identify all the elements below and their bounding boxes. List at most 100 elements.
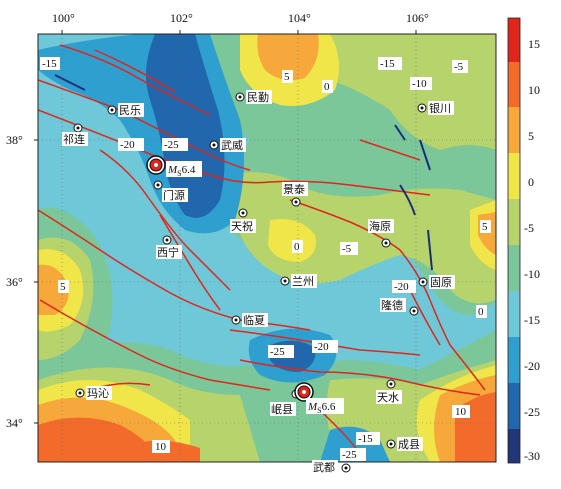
contour-label: -25 — [340, 448, 366, 461]
svg-text:临夏: 临夏 — [243, 313, 265, 327]
earthquake-marker: MS6.6 — [294, 382, 344, 415]
svg-text:天祝: 天祝 — [231, 219, 253, 233]
contour-label: -10 — [410, 77, 432, 90]
colorbar-tick: -10 — [524, 267, 540, 281]
city-marker: 民乐 — [107, 103, 144, 117]
field-deepblue-nw — [146, 34, 225, 218]
field-orange-w — [38, 264, 69, 315]
lon-tick-104: 104° — [288, 11, 311, 25]
svg-text:-5: -5 — [454, 61, 464, 73]
colorbar-tick: -15 — [524, 313, 540, 327]
contour-label: -20 — [118, 138, 144, 151]
svg-text:武威: 武威 — [221, 139, 243, 152]
contour-label: 5 — [480, 220, 491, 233]
city-marker: 成县 — [386, 437, 423, 451]
city-marker: 海原 — [368, 219, 394, 248]
lon-tick-106: 106° — [406, 11, 429, 25]
svg-text:玛沁: 玛沁 — [87, 387, 109, 400]
city-marker: 隆德 — [380, 298, 419, 316]
city-marker: 天祝 — [230, 208, 256, 233]
map-frame — [37, 33, 497, 463]
svg-text:10: 10 — [155, 441, 167, 453]
colorbar-tick: -5 — [524, 221, 534, 235]
contour-label: -15 — [356, 432, 380, 445]
colorbar-tick: -25 — [524, 405, 540, 419]
colorbar-seg — [508, 291, 520, 337]
contour-label: 0 — [476, 305, 487, 318]
field-orange-n — [257, 34, 319, 81]
svg-text:武都: 武都 — [313, 461, 335, 474]
svg-text:天水: 天水 — [377, 391, 399, 404]
contour-label: 0 — [322, 80, 333, 93]
svg-text:0: 0 — [478, 306, 484, 318]
contour-labels: -15 5 0 -15 -10 -5 -20 -25 0 -5 5 5 -20 … — [40, 57, 491, 461]
contour-label: 10 — [152, 440, 170, 453]
colorbar-seg — [508, 337, 520, 383]
city-marker: 门源 — [153, 180, 188, 202]
svg-text:海原: 海原 — [369, 219, 391, 233]
colorbar-seg — [508, 62, 520, 107]
city-marker: 临夏 — [231, 313, 268, 327]
contour-label: -15 — [378, 57, 402, 70]
svg-text:银川: 银川 — [429, 101, 451, 115]
city-marker: 西宁 — [156, 235, 182, 259]
svg-text:MS6.6: MS6.6 — [307, 401, 336, 415]
city-marker: 景泰 — [282, 182, 308, 207]
cities: 民乐 祁连 武威 门源 景泰 天祝 海原 西宁 兰州 固原 隆德 临夏 玛沁 天… — [62, 90, 455, 474]
svg-text:民勤: 民勤 — [247, 91, 269, 104]
lon-tick-100: 100° — [52, 11, 75, 25]
colorbar-seg — [508, 383, 520, 429]
svg-text:隆德: 隆德 — [381, 298, 403, 312]
city-marker: 银川 — [417, 101, 454, 115]
colorbar-tick: -30 — [524, 449, 540, 463]
svg-text:0: 0 — [324, 81, 330, 93]
svg-text:5: 5 — [482, 221, 488, 233]
city-marker: 民勤 — [235, 90, 272, 104]
contour-label: 5 — [58, 280, 69, 293]
city-marker: 玛沁 — [75, 386, 112, 400]
svg-text:岷县: 岷县 — [271, 403, 293, 416]
svg-text:-25: -25 — [164, 139, 179, 151]
svg-text:-15: -15 — [358, 433, 373, 445]
svg-text:西宁: 西宁 — [157, 245, 179, 259]
city-marker: 天水 — [376, 379, 402, 404]
svg-text:-15: -15 — [380, 58, 395, 70]
svg-text:5: 5 — [284, 71, 290, 83]
svg-text:-5: -5 — [342, 243, 352, 255]
svg-text:祁连: 祁连 — [63, 132, 85, 146]
contour-label: -20 — [392, 280, 416, 293]
field-yellowgreen-ne — [312, 34, 496, 150]
lat-tick-34: 34° — [6, 416, 23, 430]
lat-tick-36: 36° — [6, 275, 23, 289]
colorbar-tick: 5 — [528, 129, 534, 143]
city-marker: 固原 — [418, 275, 455, 289]
colorbar-seg — [508, 199, 520, 245]
svg-text:-15: -15 — [42, 58, 57, 70]
svg-text:-20: -20 — [314, 341, 329, 353]
field-redorange-sw — [38, 417, 160, 462]
colorbar-seg — [508, 153, 520, 199]
colorbar-tick: 0 — [528, 175, 534, 189]
earthquake-epicenters: MS6.4 MS6.6 — [146, 155, 344, 415]
svg-text:-25: -25 — [342, 449, 357, 461]
axis-labels: 100° 102° 104° 106° 38° 36° 34° — [6, 11, 429, 430]
colorbar-seg — [508, 107, 520, 153]
colorbar-tick: -20 — [524, 359, 540, 373]
contour-label: 0 — [292, 240, 303, 253]
colorbar-tick: 15 — [528, 37, 540, 51]
colorbar-frame — [507, 17, 521, 464]
svg-text:-25: -25 — [270, 346, 285, 358]
colorbar: 15 10 5 0 -5 -10 -15 -20 -25 -30 — [507, 17, 540, 464]
colorbar-seg — [508, 245, 520, 291]
city-marker: 武都 — [312, 460, 351, 474]
svg-text:5: 5 — [60, 281, 66, 293]
lat-tick-38: 38° — [6, 133, 23, 147]
city-marker: 武威 — [209, 138, 246, 152]
svg-text:民乐: 民乐 — [119, 104, 141, 117]
contour-label: 5 — [282, 70, 293, 83]
lon-tick-102: 102° — [170, 11, 193, 25]
contour-label: -5 — [452, 60, 468, 73]
svg-text:景泰: 景泰 — [283, 182, 305, 196]
svg-text:-20: -20 — [394, 281, 409, 293]
contour-label: -15 — [40, 57, 60, 70]
